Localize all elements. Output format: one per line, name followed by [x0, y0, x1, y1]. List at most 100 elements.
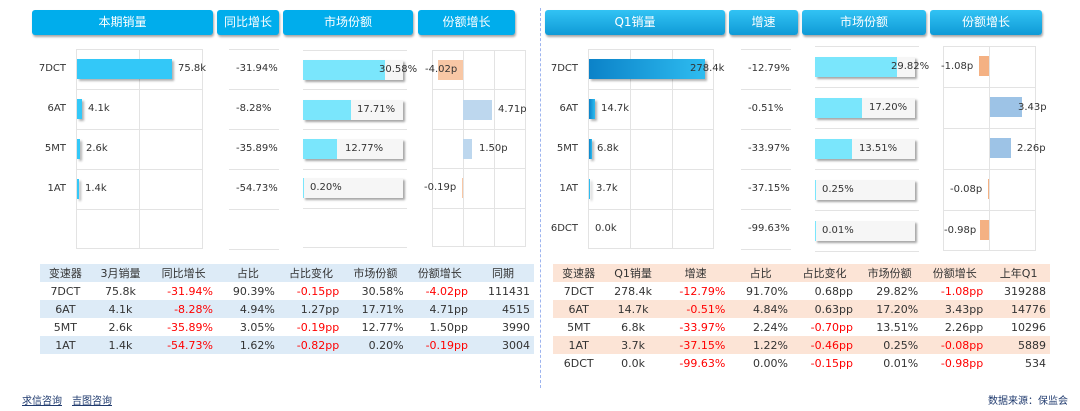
- sales-value: 75.8k: [178, 63, 207, 74]
- table-cell: 4.84%: [752, 302, 788, 316]
- column-header: 占比变化: [802, 267, 847, 280]
- grid-line: [432, 89, 526, 90]
- column-header: 占比: [236, 267, 259, 280]
- table-row: 7DCT 75.8k -31.94% 90.39% -0.15pp 30.58%…: [40, 282, 534, 300]
- table-cell: -54.73%: [167, 338, 213, 352]
- q1-sales-value: 278.4k: [690, 63, 725, 74]
- table-cell: 1.62%: [239, 338, 275, 352]
- table-cell: 6.8k: [621, 320, 646, 334]
- table-cell: 75.8k: [105, 284, 136, 298]
- table-cell: 1AT: [55, 338, 76, 352]
- table-row: 6AT 4.1k -8.28% 4.94% 1.27pp 17.71% 4.71…: [40, 300, 534, 318]
- table-row: 5MT 6.8k -33.97% 2.24% -0.70pp 13.51% 2.…: [553, 318, 1050, 336]
- grid-line: [989, 46, 990, 251]
- share-change-value: 2.26p: [1017, 143, 1046, 154]
- category-label: 6DCT: [550, 223, 578, 234]
- table-cell: 2.26pp: [944, 320, 984, 334]
- sales-bar: [77, 99, 82, 119]
- grid-line: [229, 249, 279, 250]
- grid-line: [229, 89, 279, 90]
- share-value: 12.77%: [345, 143, 384, 154]
- column-header: 变速器: [562, 267, 596, 280]
- q1-sales-value: 0.0k: [595, 223, 617, 234]
- table-cell: -0.70pp: [810, 320, 854, 334]
- q1-sales-value: 3.7k: [596, 183, 618, 194]
- header-market-share: 市场份额: [802, 10, 926, 35]
- grid-line: [494, 50, 495, 247]
- column-header: 3月销量: [100, 267, 141, 280]
- table-cell: -1.08pp: [940, 284, 984, 298]
- growth-value: -12.79%: [748, 63, 790, 74]
- table-cell: -0.19pp: [296, 320, 340, 334]
- table-cell: 3990: [502, 320, 530, 334]
- share-change-value: 1.50p: [479, 143, 508, 154]
- grid-line: [741, 169, 791, 170]
- grid-line: [943, 128, 1036, 129]
- grid-line: [303, 89, 407, 90]
- grid-line: [303, 129, 407, 130]
- share-bar: [815, 98, 915, 118]
- table-cell: 6DCT: [563, 356, 594, 370]
- table-cell: 2.24%: [752, 320, 788, 334]
- table-row: 5MT 2.6k -35.89% 3.05% -0.19pp 12.77% 1.…: [40, 318, 534, 336]
- grid-line: [303, 247, 407, 248]
- table-cell: -0.51%: [686, 302, 726, 316]
- sales-value: 4.1k: [88, 103, 110, 114]
- table-cell: -0.08pp: [940, 338, 984, 352]
- footer-link-jitu[interactable]: 吉图咨询: [72, 396, 112, 407]
- table-row: 6DCT 0.0k -99.63% 0.00% -0.15pp 0.01% -0…: [553, 354, 1050, 372]
- table-cell: 6AT: [55, 302, 76, 316]
- table-cell: -37.15%: [679, 338, 726, 352]
- share-value: 0.01%: [822, 225, 854, 236]
- table-cell: 0.68pp: [814, 284, 854, 298]
- share-bar: [303, 60, 403, 80]
- table-cell: 30.58%: [361, 284, 404, 298]
- category-label: 1AT: [559, 183, 578, 194]
- table-cell: 1.22%: [752, 338, 788, 352]
- grid-line: [432, 208, 526, 209]
- data-source: 数据来源：保监会: [988, 396, 1068, 407]
- share-value: 17.20%: [869, 102, 908, 113]
- q1-sales-bar: [589, 139, 592, 159]
- grid-line: [741, 49, 791, 50]
- header-q1-sales: Q1销量: [545, 10, 725, 35]
- share-change-value: -4.02p: [425, 64, 458, 75]
- grid-line: [229, 169, 279, 170]
- table-cell: 3.43pp: [944, 302, 984, 316]
- header-yoy-growth: 同比增长: [217, 10, 279, 35]
- table-cell: 534: [1025, 356, 1046, 370]
- column-header: 份额增长: [417, 267, 462, 280]
- grid-line: [76, 89, 203, 90]
- table-cell: 3004: [502, 338, 530, 352]
- grid-line: [76, 129, 203, 130]
- share-bar: [303, 178, 403, 198]
- grid-line: [815, 251, 919, 252]
- grid-line: [139, 49, 140, 249]
- header-current-sales: 本期销量: [32, 10, 213, 35]
- table-header-row: 变速器 3月销量 同比增长 占比 占比变化 市场份额 份额增长 同期: [40, 264, 534, 282]
- category-label: 7DCT: [38, 63, 66, 74]
- grid-line: [815, 169, 919, 170]
- share-bar: [815, 139, 915, 159]
- grid-line: [229, 209, 279, 210]
- table-cell: 0.25%: [883, 338, 919, 352]
- grid-line: [588, 169, 714, 170]
- grid-line: [76, 209, 203, 210]
- grid-line: [588, 129, 714, 130]
- footer-link-qiuxin[interactable]: 求信咨询: [22, 396, 62, 407]
- grid-line: [672, 49, 673, 249]
- grid-line: [815, 128, 919, 129]
- table-cell: 1.27pp: [300, 302, 340, 316]
- share-change-value: 4.71p: [498, 104, 527, 115]
- grid-line: [741, 89, 791, 90]
- table-cell: 1AT: [568, 338, 589, 352]
- share-change-bar-positive: [990, 138, 1011, 158]
- table-cell: 1.50pp: [429, 320, 469, 334]
- share-change-bar-negative: [462, 178, 463, 198]
- table-cell: -31.94%: [167, 284, 213, 298]
- header-share-growth: 份额增长: [418, 10, 515, 35]
- column-header: 同期: [492, 267, 514, 280]
- share-change-value: -1.08p: [941, 61, 974, 72]
- table-cell: 4.94%: [239, 302, 275, 316]
- grid-line: [815, 46, 919, 47]
